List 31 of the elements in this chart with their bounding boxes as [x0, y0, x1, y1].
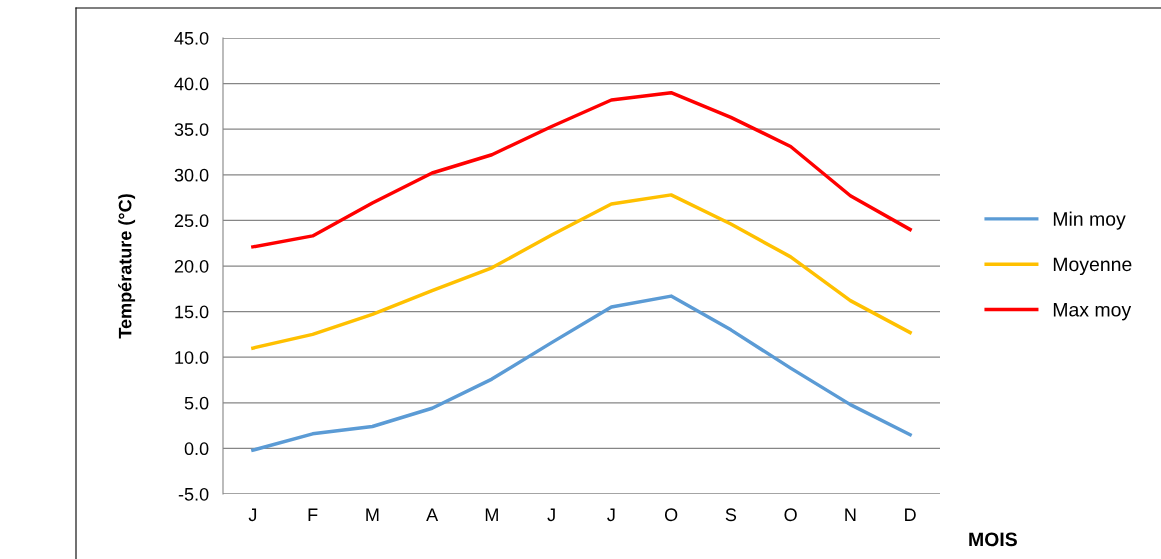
y-axis-title: Température (°C) [118, 194, 136, 339]
y-tick-label: -5.0 [178, 487, 209, 501]
x-tick-label: O [664, 508, 678, 522]
x-tick-label: A [426, 508, 439, 521]
x-tick-label: J [547, 508, 555, 522]
y-tick-label: 45.0 [174, 31, 209, 45]
legend-label: Max moy [1053, 303, 1132, 321]
y-tick-label: 0.0 [184, 442, 209, 456]
y-tick-label: 15.0 [175, 305, 209, 319]
x-tick-label: F [308, 508, 318, 521]
x-tick-label: D [905, 508, 916, 521]
legend-label: Moyenne [1053, 257, 1132, 276]
x-tick-label: M [485, 508, 498, 521]
x-tick-label: J [248, 508, 257, 522]
y-tick-label: 20.0 [174, 259, 209, 273]
x-tick-label: S [725, 508, 737, 522]
x-tick-label: O [784, 508, 797, 522]
line-series [251, 193, 912, 350]
y-tick-label: 40.0 [174, 77, 209, 91]
y-tick-label: 30.0 [174, 168, 209, 182]
y-tick-label: 5.0 [184, 396, 209, 410]
x-tick-label: N [845, 508, 856, 521]
line-series [251, 90, 912, 249]
line-series [251, 294, 912, 452]
y-tick-label: 25.0 [174, 214, 209, 228]
y-tick-label: 10.0 [175, 351, 209, 364]
x-tick-label: M [366, 508, 379, 521]
x-tick-label: J [607, 508, 615, 522]
y-tick-label: 35.0 [174, 123, 209, 136]
legend-label: Min moy [1053, 211, 1126, 230]
x-axis-title: MOIS [969, 532, 1017, 547]
